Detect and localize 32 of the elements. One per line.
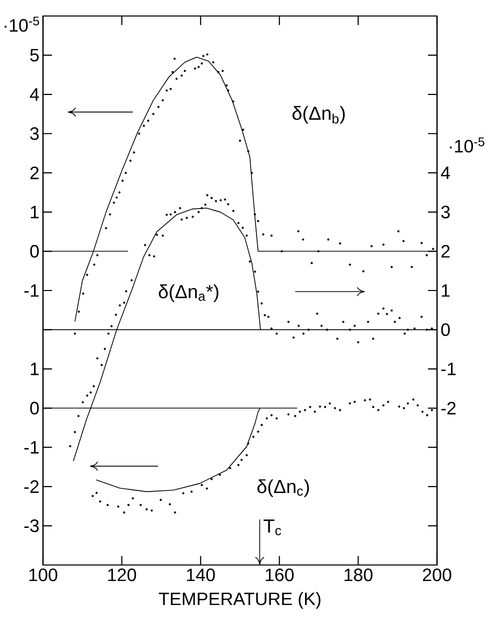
y2-tick-label: 4 bbox=[440, 166, 450, 180]
y-tick-label: -1 bbox=[24, 284, 39, 297]
annotation: δ(Δn$_{a}$*) bbox=[158, 284, 218, 302]
x-tick-label: 100 bbox=[29, 568, 58, 582]
annotation: T$_{c}$ bbox=[264, 520, 282, 536]
x-tick-label: 200 bbox=[422, 568, 452, 582]
y2-tick-label: 1 bbox=[442, 284, 450, 297]
y-tick-label: 0 bbox=[30, 244, 39, 258]
y-tick-label: -3 bbox=[24, 519, 39, 532]
annotation: δ(Δn$_{b}$) bbox=[292, 106, 345, 124]
y-tick-label: 1 bbox=[30, 362, 39, 376]
y2-tick-label: -1 bbox=[441, 362, 456, 376]
y-tick-label: 5 bbox=[30, 48, 39, 62]
x-tick-label: 160 bbox=[266, 568, 294, 582]
y-tick-label: 1 bbox=[30, 206, 39, 218]
y-tick-label: -1 bbox=[24, 441, 39, 454]
y-tick-label: 0 bbox=[30, 402, 39, 414]
y-tick-label: -2 bbox=[24, 480, 39, 493]
y2-tick-label: 3 bbox=[441, 206, 450, 218]
y-tick-label: 4 bbox=[30, 88, 39, 101]
y-axis-title: ·10$^{-5}$ bbox=[4, 16, 40, 32]
y2-tick-label: 0 bbox=[441, 323, 450, 336]
annotation: δ(Δn$_{c}$) bbox=[257, 479, 309, 497]
y2-tick-label: 2 bbox=[441, 245, 450, 258]
y-tick-label: 2 bbox=[30, 166, 39, 180]
x-tick-label: 120 bbox=[108, 568, 136, 582]
x-tick-label: 180 bbox=[344, 568, 372, 582]
x-axis-title: TEMPERATURE (K) bbox=[158, 592, 320, 609]
y2-axis-title: ·10$^{-5}$ bbox=[450, 137, 484, 153]
y-tick-label: 3 bbox=[30, 127, 39, 140]
y2-tick-label: -2 bbox=[441, 402, 456, 414]
x-tick-label: 140 bbox=[187, 568, 215, 582]
